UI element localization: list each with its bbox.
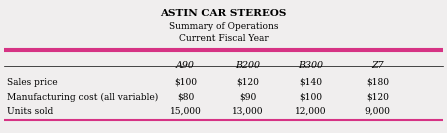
Text: $180: $180 (366, 78, 389, 87)
Text: $90: $90 (240, 92, 257, 101)
Text: $120: $120 (366, 92, 389, 101)
Text: $100: $100 (299, 92, 322, 101)
Text: Summary of Operations: Summary of Operations (169, 22, 278, 31)
Text: $100: $100 (174, 78, 197, 87)
Text: Sales price: Sales price (7, 78, 57, 87)
Text: Manufacturing cost (all variable): Manufacturing cost (all variable) (7, 92, 158, 102)
Text: ASTIN CAR STEREOS: ASTIN CAR STEREOS (160, 9, 287, 18)
Text: B200: B200 (236, 61, 261, 70)
Text: Units sold: Units sold (7, 107, 53, 116)
Text: B300: B300 (298, 61, 323, 70)
Text: $120: $120 (236, 78, 260, 87)
Text: $140: $140 (299, 78, 322, 87)
Text: A90: A90 (176, 61, 195, 70)
Text: Current Fiscal Year: Current Fiscal Year (179, 34, 268, 43)
Text: 12,000: 12,000 (295, 107, 326, 116)
Text: $80: $80 (177, 92, 194, 101)
Text: 13,000: 13,000 (232, 107, 264, 116)
Text: 9,000: 9,000 (365, 107, 391, 116)
Text: 15,000: 15,000 (169, 107, 202, 116)
Text: Z7: Z7 (371, 61, 384, 70)
